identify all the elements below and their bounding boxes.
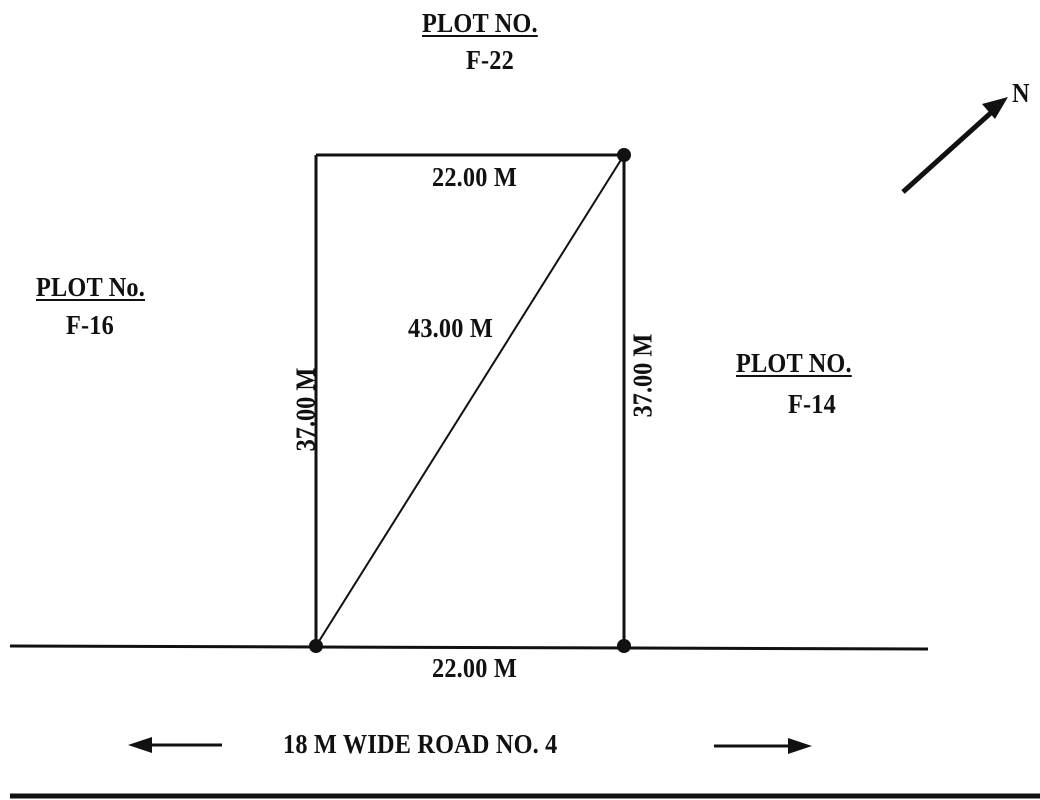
- dimension-diagonal: 43.00 M: [408, 313, 493, 343]
- road-arrow-right-icon: [714, 738, 812, 754]
- corner-point-top-right: [617, 148, 631, 162]
- plot-north-title: PLOT NO.: [422, 8, 538, 38]
- dimension-bottom: 22.00 M: [432, 653, 517, 683]
- plot-west-number: F-16: [66, 310, 114, 340]
- plot-diagonal: [315, 154, 625, 647]
- corner-point-bottom-right: [617, 639, 631, 653]
- dimension-left: 37.00 M: [290, 367, 321, 452]
- north-label: N: [1012, 78, 1030, 108]
- dimension-right: 37.00 M: [627, 333, 658, 418]
- road-label: 18 M WIDE ROAD NO. 4: [283, 729, 558, 759]
- plot-east-number: F-14: [788, 389, 836, 419]
- road-top-edge: [9, 644, 929, 651]
- dimension-top: 22.00 M: [432, 162, 517, 192]
- plot-north-number: F-22: [466, 45, 514, 75]
- corner-point-bottom-left: [309, 639, 323, 653]
- road-arrow-left-icon: [128, 737, 222, 753]
- plot-west-title: PLOT No.: [36, 272, 146, 302]
- plot-east-title: PLOT NO.: [736, 348, 852, 378]
- north-arrow-icon: [901, 97, 1008, 194]
